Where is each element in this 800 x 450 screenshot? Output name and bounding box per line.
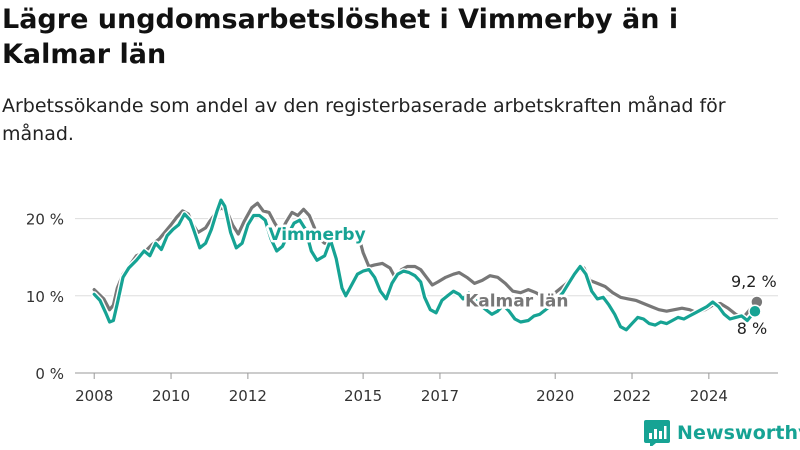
x-tick-label: 2008	[75, 387, 113, 405]
x-tick-label: 2024	[690, 387, 728, 405]
axis-labels: 0 % 10 % 20 % 2008 2010 2012 2015 2017 2020 2022 2…	[26, 211, 728, 405]
series-lines	[91, 197, 760, 333]
series-end-label: 9,2 %	[731, 272, 777, 291]
x-tick-label: 2015	[344, 387, 382, 405]
y-tick-label: 0 %	[35, 365, 64, 383]
x-tick-label: 2020	[536, 387, 574, 405]
x-tick-label: 2012	[229, 387, 267, 405]
series-annotation: Kalmar län	[465, 292, 568, 312]
series-end-label: 8 %	[737, 319, 767, 338]
newsworthy-icon	[644, 420, 670, 446]
chart-title: Lägre ungdomsarbetslöshet i Vimmerby än …	[2, 4, 679, 70]
newsworthy-wordmark: Newsworthy	[677, 422, 800, 444]
y-tick-label: 20 %	[26, 211, 64, 229]
line-chart: 0 % 10 % 20 % 2008 2010 2012 2015 2017 2020 2022 2…	[26, 197, 778, 405]
chart-subtitle: Arbetssökande som andel av den registerb…	[2, 95, 726, 145]
y-tick-label: 10 %	[26, 288, 64, 306]
series-annotation: Vimmerby	[268, 225, 365, 245]
series-line-1	[92, 198, 757, 332]
newsworthy-logo[interactable]: Newsworthy	[644, 418, 800, 448]
series-end-point	[748, 304, 762, 318]
x-tick-label: 2010	[152, 387, 190, 405]
annotation-labels: 9,2 % 8 % Vimmerby Kalmar län	[266, 223, 777, 339]
x-tick-label: 2017	[421, 387, 459, 405]
x-tick-label: 2022	[613, 387, 651, 405]
